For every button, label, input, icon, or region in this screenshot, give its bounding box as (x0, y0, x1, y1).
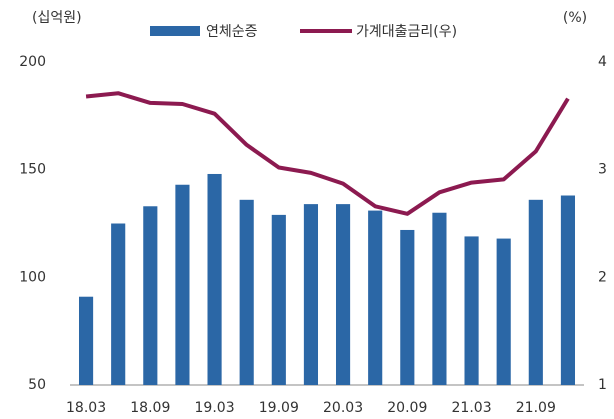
bar (143, 206, 158, 385)
bar (175, 184, 190, 385)
y2-axis-label: (%) (563, 10, 587, 26)
y-axis-label: (십억원) (32, 10, 82, 26)
y2-tick-label: 2 (598, 269, 607, 285)
bar (207, 173, 222, 385)
legend-label: 연체순증 (206, 24, 258, 40)
x-tick-label: 21.03 (452, 400, 492, 416)
bar (528, 199, 543, 385)
bar (303, 204, 319, 385)
y2-tick-label: 1 (598, 377, 607, 393)
y2-tick-label: 4 (598, 54, 607, 70)
legend-swatch (150, 26, 200, 36)
y-tick-label: 200 (19, 54, 46, 70)
x-tick-label: 18.09 (130, 400, 170, 416)
bar (464, 236, 479, 385)
bar (560, 195, 576, 385)
y-tick-label: 150 (19, 162, 46, 178)
bar (496, 238, 511, 385)
y2-tick-label: 3 (598, 162, 607, 178)
y-tick-label: 50 (28, 377, 46, 393)
x-tick-label: 19.09 (259, 400, 299, 416)
x-tick-label: 19.03 (195, 400, 235, 416)
bar (335, 204, 351, 385)
x-tick-label: 21.09 (516, 400, 556, 416)
bar (400, 229, 415, 385)
legend-label: 가계대출금리(우) (356, 24, 457, 40)
x-tick-label: 20.09 (387, 400, 427, 416)
bar (368, 210, 383, 385)
bar (432, 212, 447, 385)
y-tick-label: 100 (19, 269, 46, 285)
bar (78, 296, 94, 385)
x-tick-label: 18.03 (66, 400, 106, 416)
bar (239, 199, 254, 385)
x-tick-label: 20.03 (323, 400, 363, 416)
bar (271, 214, 286, 385)
bar (111, 223, 126, 385)
line (85, 91, 570, 216)
